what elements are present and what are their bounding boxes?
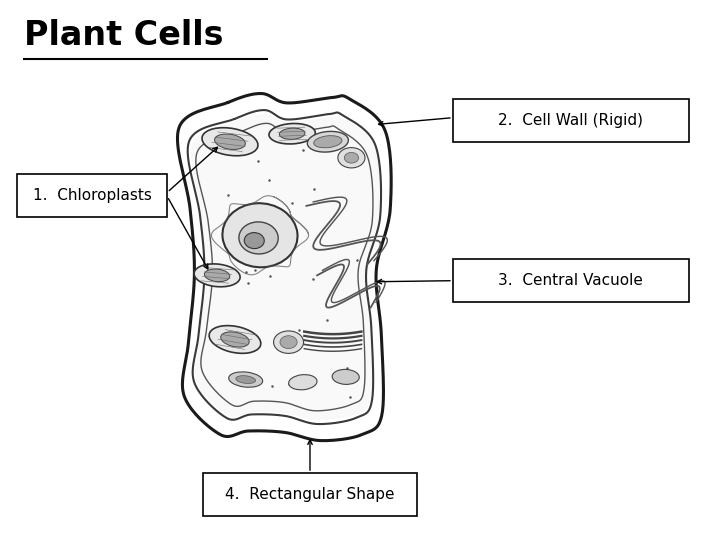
Ellipse shape [236,376,256,383]
FancyBboxPatch shape [17,174,167,217]
Ellipse shape [239,222,278,254]
Ellipse shape [244,233,264,248]
Ellipse shape [215,134,246,150]
Ellipse shape [274,331,304,353]
Text: 3.  Central Vacuole: 3. Central Vacuole [498,273,643,288]
Ellipse shape [222,203,297,267]
Text: 2.  Cell Wall (Rigid): 2. Cell Wall (Rigid) [498,113,643,128]
Ellipse shape [289,375,317,390]
Ellipse shape [204,269,230,282]
FancyBboxPatch shape [453,259,688,302]
Ellipse shape [279,128,305,139]
FancyBboxPatch shape [453,99,688,141]
Ellipse shape [344,152,359,163]
Ellipse shape [202,127,258,156]
FancyBboxPatch shape [203,473,417,516]
Ellipse shape [221,332,249,347]
Text: Plant Cells: Plant Cells [24,19,224,52]
Polygon shape [192,115,379,419]
Ellipse shape [338,147,365,168]
Text: 1.  Chloroplasts: 1. Chloroplasts [32,188,151,202]
Ellipse shape [229,372,263,387]
Ellipse shape [307,131,348,152]
Ellipse shape [194,264,240,287]
Ellipse shape [314,136,342,148]
Ellipse shape [280,336,297,348]
Text: 4.  Rectangular Shape: 4. Rectangular Shape [225,487,395,502]
Ellipse shape [269,124,315,144]
Ellipse shape [332,369,359,384]
Ellipse shape [209,326,261,353]
